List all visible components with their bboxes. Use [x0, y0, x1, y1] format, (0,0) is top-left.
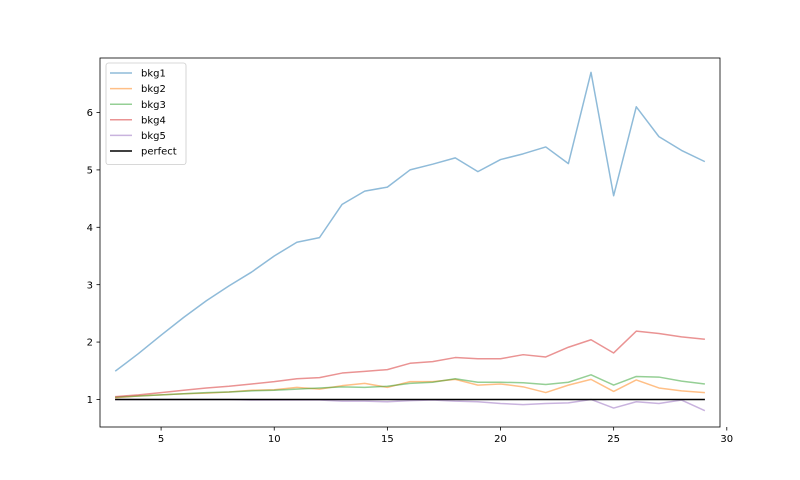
- y-tick-label: 6: [87, 108, 93, 119]
- y-axis: 1 2 3 4 5 6: [87, 108, 100, 406]
- legend-label-perfect: perfect: [141, 147, 177, 158]
- x-tick-label: 10: [268, 434, 281, 445]
- plot-area: [100, 58, 720, 427]
- legend: bkg1 bkg2 bkg3 bkg4 bkg5 perfect: [105, 62, 187, 165]
- y-tick-label: 2: [87, 338, 93, 349]
- x-axis: 5 10 15 20 25 30: [158, 427, 733, 445]
- y-tick-label: 1: [87, 395, 93, 406]
- legend-label-bkg3: bkg3: [141, 100, 166, 111]
- legend-label-bkg2: bkg2: [141, 84, 166, 95]
- plot-frame: [99, 57, 721, 428]
- y-tick-label: 4: [87, 223, 93, 234]
- legend-label-bkg1: bkg1: [141, 69, 166, 80]
- series-line-bkg4: [115, 330, 705, 398]
- series-line-bkg3: [115, 374, 705, 398]
- x-tick-label: 30: [720, 434, 733, 445]
- legend-label-bkg4: bkg4: [141, 115, 166, 126]
- series-line-bkg1: [114, 71, 706, 372]
- x-tick-label: 15: [381, 434, 394, 445]
- y-tick-label: 3: [87, 280, 93, 291]
- series-lines: [114, 71, 706, 412]
- x-tick-label: 25: [607, 434, 620, 445]
- legend-label-bkg5: bkg5: [141, 131, 166, 142]
- x-tick-label: 5: [158, 434, 164, 445]
- y-tick-label: 5: [87, 166, 93, 177]
- x-tick-label: 20: [494, 434, 507, 445]
